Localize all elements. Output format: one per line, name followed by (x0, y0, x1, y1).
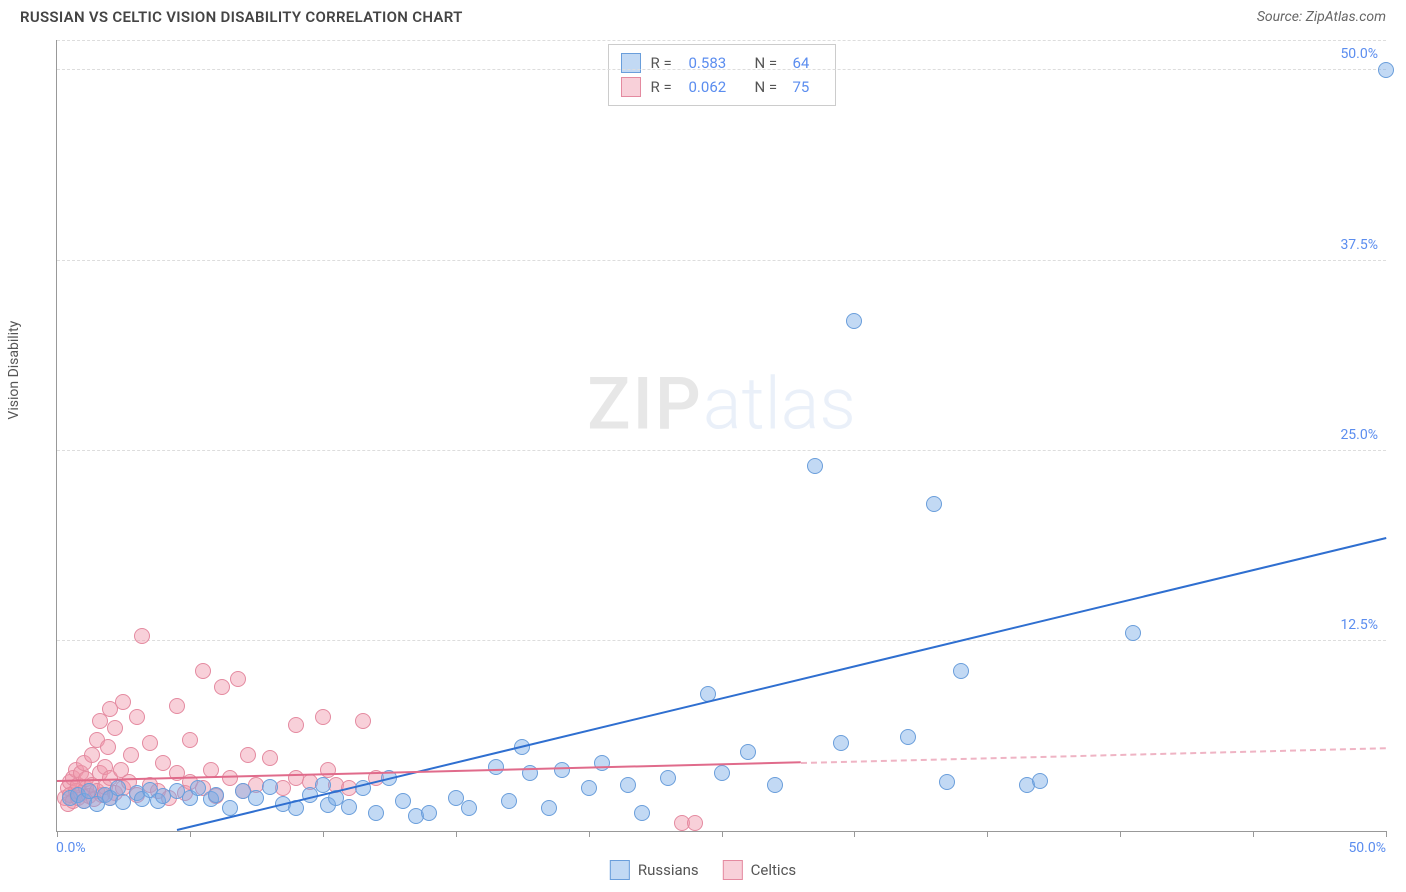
scatter-point (395, 793, 411, 809)
scatter-point (833, 735, 849, 751)
scatter-point (84, 747, 100, 763)
scatter-point (115, 694, 131, 710)
scatter-point (581, 780, 597, 796)
watermark-atlas: atlas (703, 361, 856, 446)
scatter-point (501, 793, 517, 809)
scatter-point (230, 671, 246, 687)
scatter-point (687, 815, 703, 831)
scatter-point (262, 779, 278, 795)
scatter-point (660, 770, 676, 786)
scatter-point (107, 720, 123, 736)
scatter-point (421, 805, 437, 821)
gridline (57, 40, 1386, 41)
scatter-point (248, 790, 264, 806)
y-tick-label: 50.0% (1340, 46, 1378, 62)
scatter-point (182, 732, 198, 748)
scatter-point (208, 787, 224, 803)
stat-r-label: R = (651, 78, 679, 96)
watermark-zip: ZIP (587, 361, 703, 446)
scatter-point (846, 313, 862, 329)
y-axis-label: Vision Disability (6, 321, 22, 420)
scatter-point (1378, 62, 1394, 78)
scatter-point (355, 713, 371, 729)
scatter-point (541, 800, 557, 816)
x-tick (323, 831, 324, 837)
scatter-point (368, 805, 384, 821)
legend-item-celtics: Celtics (723, 860, 797, 880)
header: RUSSIAN VS CELTIC VISION DISABILITY CORR… (0, 0, 1406, 30)
scatter-point (807, 458, 823, 474)
scatter-point (341, 799, 357, 815)
swatch-russians (610, 860, 630, 880)
scatter-point (1032, 773, 1048, 789)
trend-line-dashed (801, 747, 1386, 764)
source-attribution: Source: ZipAtlas.com (1257, 9, 1386, 25)
scatter-point (740, 744, 756, 760)
x-tick (456, 831, 457, 837)
scatter-point (953, 663, 969, 679)
stats-legend-box: R = 0.583 N = 64 R = 0.062 N = 75 (608, 44, 836, 106)
x-tick (987, 831, 988, 837)
scatter-point (926, 496, 942, 512)
scatter-point (134, 628, 150, 644)
scatter-point (1125, 625, 1141, 641)
scatter-point (554, 762, 570, 778)
scatter-point (142, 735, 158, 751)
scatter-point (320, 762, 336, 778)
scatter-point (315, 777, 331, 793)
legend-russians-label: Russians (638, 861, 699, 879)
x-axis-min-label: 0.0% (56, 840, 86, 856)
scatter-point (634, 805, 650, 821)
x-tick (854, 831, 855, 837)
scatter-point (315, 709, 331, 725)
stats-row-celtics: R = 0.062 N = 75 (621, 75, 823, 99)
scatter-point (461, 800, 477, 816)
legend-item-russians: Russians (610, 860, 699, 880)
scatter-point (240, 747, 256, 763)
scatter-point (195, 663, 211, 679)
legend-celtics-label: Celtics (751, 861, 797, 879)
gridline (57, 69, 1386, 70)
scatter-point (288, 717, 304, 733)
gridline (57, 260, 1386, 261)
scatter-point (169, 698, 185, 714)
stat-r-celtics: 0.062 (689, 78, 745, 96)
scatter-point (939, 774, 955, 790)
x-tick (1253, 831, 1254, 837)
chart-title: RUSSIAN VS CELTIC VISION DISABILITY CORR… (20, 8, 463, 26)
gridline (57, 640, 1386, 641)
x-tick (1120, 831, 1121, 837)
y-tick-label: 25.0% (1340, 427, 1378, 443)
scatter-point (767, 777, 783, 793)
x-tick (589, 831, 590, 837)
plot-area: ZIPatlas R = 0.583 N = 64 R = 0.062 N = … (56, 40, 1386, 832)
swatch-celtics (621, 77, 641, 97)
bottom-legend: Russians Celtics (610, 860, 796, 880)
watermark: ZIPatlas (587, 361, 856, 446)
x-tick (57, 831, 58, 837)
scatter-point (100, 739, 116, 755)
scatter-point (129, 709, 145, 725)
scatter-point (214, 679, 230, 695)
y-tick-label: 37.5% (1340, 237, 1378, 253)
stat-n-label: N = (755, 78, 783, 96)
stat-n-celtics: 75 (793, 78, 823, 96)
x-tick (190, 831, 191, 837)
x-tick (1386, 831, 1387, 837)
x-axis-max-label: 50.0% (1348, 840, 1386, 856)
scatter-point (123, 747, 139, 763)
stats-row-russians: R = 0.583 N = 64 (621, 51, 823, 75)
scatter-point (714, 765, 730, 781)
gridline (57, 450, 1386, 451)
scatter-point (262, 750, 278, 766)
swatch-celtics (723, 860, 743, 880)
chart-container: Vision Disability ZIPatlas R = 0.583 N =… (20, 40, 1386, 882)
y-tick-label: 12.5% (1340, 617, 1378, 633)
scatter-point (620, 777, 636, 793)
x-tick (722, 831, 723, 837)
scatter-point (488, 759, 504, 775)
scatter-point (900, 729, 916, 745)
